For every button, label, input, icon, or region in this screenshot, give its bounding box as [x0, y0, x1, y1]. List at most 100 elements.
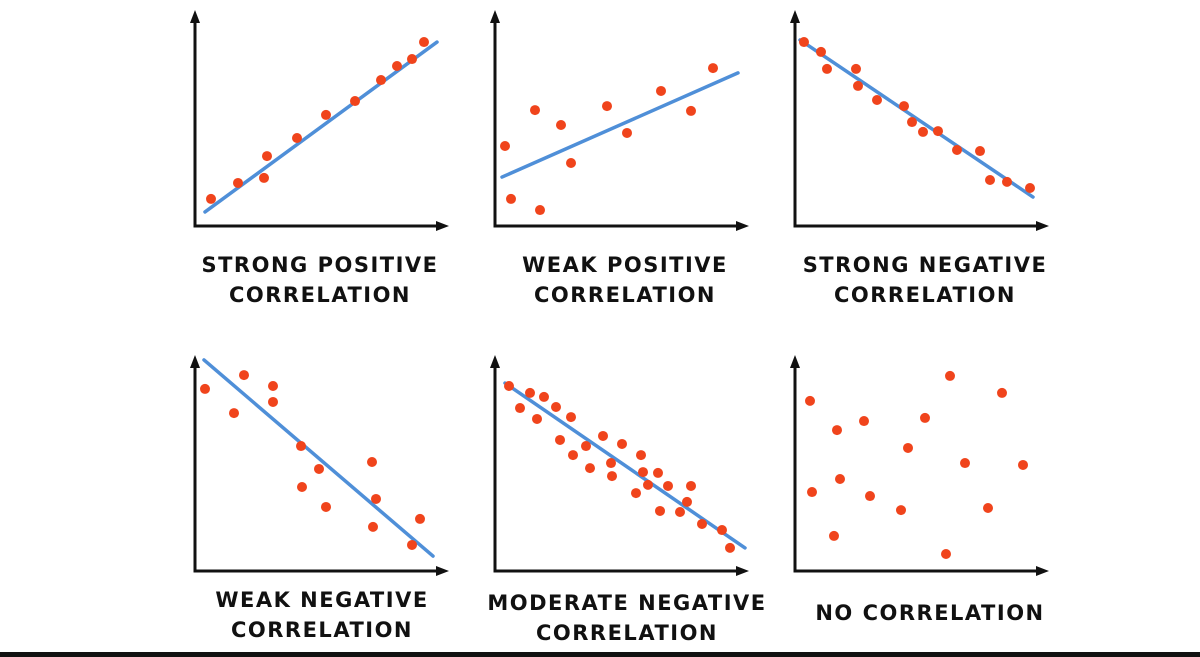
data-point	[829, 530, 839, 541]
data-point	[643, 479, 653, 490]
data-point	[515, 403, 525, 414]
label-line: MODERATE NEGATIVE	[487, 591, 767, 615]
data-point	[851, 63, 861, 74]
data-point	[314, 463, 324, 474]
label-line: NO CORRELATION	[815, 601, 1045, 625]
data-point	[606, 458, 616, 469]
data-point	[392, 60, 402, 71]
data-point	[653, 467, 663, 478]
data-point	[407, 539, 417, 550]
data-point	[952, 144, 962, 155]
label-line: STRONG POSITIVE	[201, 253, 439, 277]
data-point	[697, 518, 707, 529]
x-axis-arrow-icon	[736, 566, 749, 576]
data-point	[419, 37, 429, 48]
data-point	[566, 158, 576, 168]
data-point	[655, 505, 665, 516]
scatter-panel-6	[790, 355, 1049, 576]
data-point	[376, 75, 386, 86]
label-line: STRONG NEGATIVE	[802, 253, 1048, 277]
label-line: CORRELATION	[228, 283, 412, 307]
label-moderate-negative: MODERATE NEGATIVE CORRELATION	[477, 588, 777, 648]
data-point	[296, 441, 306, 452]
data-point	[581, 441, 591, 452]
data-point	[566, 412, 576, 423]
y-axis-arrow-icon	[490, 355, 500, 368]
data-point	[607, 471, 617, 482]
scatter-panel-5	[490, 355, 749, 576]
scatter-panel-2	[490, 10, 749, 231]
data-point	[816, 46, 826, 57]
data-point	[229, 408, 239, 419]
label-line: WEAK POSITIVE	[522, 253, 728, 277]
data-point	[532, 413, 542, 424]
data-point	[371, 493, 381, 504]
label-no-correlation: NO CORRELATION	[780, 598, 1080, 628]
data-point	[853, 80, 863, 91]
data-point	[617, 438, 627, 449]
label-line: CORRELATION	[230, 618, 414, 642]
data-point	[638, 467, 648, 478]
data-point	[822, 63, 832, 74]
x-axis-arrow-icon	[1036, 221, 1049, 231]
data-point	[321, 109, 331, 120]
data-point	[975, 146, 985, 157]
data-point	[631, 488, 641, 499]
data-point	[682, 496, 692, 507]
data-point	[292, 133, 302, 144]
data-point	[686, 480, 696, 491]
data-point	[865, 491, 875, 502]
trend-line	[503, 381, 747, 550]
label-line: CORRELATION	[535, 621, 719, 645]
trend-line	[500, 71, 740, 179]
data-point	[535, 205, 545, 216]
data-point	[1002, 176, 1012, 187]
data-point	[407, 54, 417, 65]
trend-line	[202, 358, 435, 558]
y-axis-arrow-icon	[190, 10, 200, 23]
data-point	[918, 126, 928, 137]
data-point	[663, 480, 673, 491]
data-point	[555, 434, 565, 445]
data-point	[933, 126, 943, 137]
data-point	[636, 450, 646, 461]
scatter-panel-1	[190, 10, 449, 231]
label-line: CORRELATION	[533, 283, 717, 307]
data-point	[832, 425, 842, 436]
data-point	[960, 458, 970, 469]
x-axis-arrow-icon	[1036, 566, 1049, 576]
data-point	[1018, 459, 1028, 470]
label-weak-negative: WEAK NEGATIVE CORRELATION	[172, 585, 472, 645]
data-point	[708, 63, 718, 74]
data-point	[539, 391, 549, 402]
data-point	[321, 501, 331, 512]
data-point	[907, 117, 917, 128]
data-point	[805, 395, 815, 406]
y-axis-arrow-icon	[790, 10, 800, 23]
data-point	[530, 105, 540, 116]
data-point	[200, 383, 210, 394]
y-axis-arrow-icon	[490, 10, 500, 23]
data-point	[983, 503, 993, 513]
trend-line	[798, 38, 1035, 199]
data-point	[656, 85, 666, 96]
data-point	[920, 412, 930, 423]
x-axis-arrow-icon	[436, 566, 449, 576]
data-point	[622, 127, 632, 138]
data-point	[415, 513, 425, 524]
data-point	[945, 370, 955, 381]
data-point	[206, 193, 216, 204]
data-point	[1025, 182, 1035, 193]
data-point	[799, 37, 809, 48]
data-point	[525, 387, 535, 398]
x-axis-arrow-icon	[436, 221, 449, 231]
data-point	[556, 119, 566, 130]
data-point	[598, 430, 608, 441]
data-point	[368, 521, 378, 532]
data-point	[262, 151, 272, 162]
data-point	[350, 96, 360, 107]
data-point	[717, 525, 727, 536]
bottom-border	[0, 652, 1200, 657]
data-point	[585, 463, 595, 474]
data-point	[859, 416, 869, 427]
